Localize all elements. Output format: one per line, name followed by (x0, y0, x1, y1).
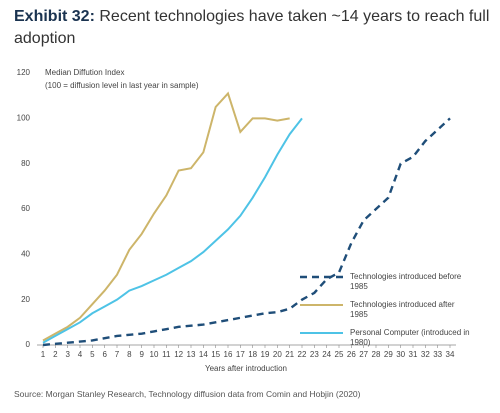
x-tick-label: 18 (248, 350, 257, 359)
legend-label: Personal Computer (introduced in 1980) (350, 328, 470, 347)
x-tick-label: 20 (273, 350, 282, 359)
x-tick-label: 24 (322, 350, 331, 359)
x-tick-label: 19 (261, 350, 270, 359)
x-tick-label: 9 (139, 350, 144, 359)
x-tick-label: 14 (199, 350, 208, 359)
x-tick-label: 8 (127, 350, 132, 359)
series-line (42, 117, 451, 347)
legend-label: Technologies introduced before 1985 (350, 272, 462, 291)
y-tick-label: 100 (17, 113, 31, 122)
x-tick-label: 16 (224, 350, 233, 359)
source: Source: Morgan Stanley Research, Technol… (14, 389, 361, 399)
x-tick-label: 26 (347, 350, 356, 359)
x-tick-label: 7 (115, 350, 120, 359)
x-tick-label: 31 (409, 350, 418, 359)
x-tick-label: 28 (372, 350, 381, 359)
series-line (42, 91, 290, 342)
x-tick-label: 33 (433, 350, 442, 359)
y-tick-label: 60 (21, 204, 30, 213)
y-axis-label: Median Diffution Index (45, 68, 124, 77)
x-tick-label: 4 (78, 350, 83, 359)
x-tick-label: 23 (310, 350, 319, 359)
chart-title: Recent technologies have taken ~14 years… (14, 8, 490, 47)
x-axis-label: Years after introduction (205, 364, 287, 373)
x-tick-label: 3 (65, 350, 70, 359)
x-tick-label: 27 (359, 350, 368, 359)
x-tick-label: 6 (102, 350, 107, 359)
x-tick-label: 30 (396, 350, 405, 359)
exhibit-label: Exhibit 32: (14, 8, 95, 25)
y-axis-label: (100 = diffusion level in last year in s… (45, 81, 199, 90)
x-tick-label: 21 (285, 350, 294, 359)
x-tick-label: 13 (187, 350, 196, 359)
x-tick-label: 2 (53, 350, 58, 359)
y-tick-label: 40 (21, 249, 30, 258)
x-tick-label: 11 (162, 350, 171, 359)
legend-label: Technologies introduced after 1985 (350, 300, 455, 319)
y-tick-label: 20 (21, 295, 30, 304)
x-tick-label: 5 (90, 350, 95, 359)
x-tick-label: 1 (41, 350, 46, 359)
title-block: Exhibit 32: Recent technologies have tak… (14, 6, 490, 50)
x-tick-label: 29 (384, 350, 393, 359)
x-tick-label: 10 (150, 350, 159, 359)
series-line (42, 117, 303, 344)
x-tick-label: 12 (174, 350, 183, 359)
x-tick-label: 22 (298, 350, 307, 359)
x-tick-label: 32 (421, 350, 430, 359)
y-tick-label: 80 (21, 159, 30, 168)
x-tick-label: 17 (236, 350, 245, 359)
x-tick-label: 15 (211, 350, 220, 359)
y-tick-label: 0 (26, 340, 31, 349)
x-tick-label: 34 (446, 350, 455, 359)
y-tick-label: 120 (17, 68, 31, 77)
x-tick-label: 25 (335, 350, 344, 359)
